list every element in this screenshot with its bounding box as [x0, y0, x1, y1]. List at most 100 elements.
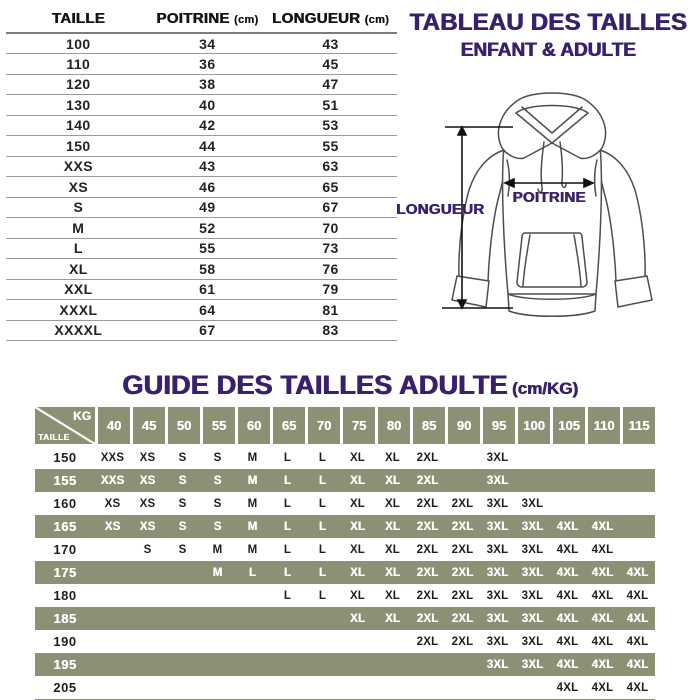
size-cell: 43 [264, 33, 397, 54]
guide-corner-cell: KG TAILLE [35, 407, 95, 444]
guide-size-cell: 2XL [416, 543, 439, 556]
size-table-row: 130 40 51 [6, 94, 397, 116]
guide-empty-cell [305, 607, 340, 630]
guide-size-cell: XL [349, 543, 366, 556]
guide-size-cell: XXS [100, 451, 125, 464]
size-table-header-longueur: LONGUEUR (cm) [264, 8, 397, 34]
size-table: TAILLE POITRINE (cm) LONGUEUR (cm) 100 34… [6, 8, 397, 341]
guide-empty-cell [130, 630, 165, 653]
weight-header-cell: 60 [235, 407, 270, 444]
guide-size-cell: 3XL [486, 566, 509, 579]
size-table-row: 100 34 43 [6, 33, 397, 54]
guide-empty-cell [515, 446, 550, 469]
hoodie-right-sleeve [597, 149, 646, 283]
header-unit: (cm) [364, 14, 390, 26]
guide-empty-cell [130, 676, 165, 699]
page-title-line1: TABLEAU DES TAILLES [409, 9, 687, 36]
guide-size-cell: L [318, 474, 327, 487]
guide-size-cell: 3XL [521, 566, 544, 579]
size-cell: 100 [6, 33, 151, 54]
weight-header-cell: 50 [165, 407, 200, 444]
weight-header-cell: 55 [200, 407, 235, 444]
guide-empty-cell [550, 469, 585, 492]
guide-size-cell: L [283, 566, 292, 579]
guide-row-175: 175 M L L L XL XL 2XL 2XL 3XL 3XL 4XL 4XL 4XL [35, 561, 655, 584]
guide-empty-cell [270, 653, 305, 676]
guide-empty-cell [165, 676, 200, 699]
guide-size-cell: 3XL [521, 612, 544, 625]
guide-empty-cell [95, 538, 130, 561]
size-cell: 43 [150, 156, 265, 177]
guide-size-cell: XL [349, 566, 366, 579]
header-label: LONGUEUR [271, 10, 361, 27]
size-table-row: XXL 61 79 [6, 279, 397, 300]
guide-empty-cell [550, 492, 585, 515]
guide-size-cell: 4XL [626, 635, 649, 648]
guide-row-160: 160 XS XS S S M L L XL XL 2XL 2XL 3XL 3XL [35, 492, 655, 515]
guide-size-cell: 2XL [416, 612, 439, 625]
hoodie-left-cuff [451, 275, 490, 308]
guide-size-cell: 4XL [626, 681, 649, 694]
guide-size-cell: XS [104, 497, 121, 510]
guide-size-cell: XL [384, 589, 401, 602]
guide-size-cell: S [213, 497, 222, 510]
size-cell: 83 [264, 320, 397, 341]
size-cell: S [6, 197, 151, 218]
size-cell: M [6, 217, 151, 239]
size-table-row: XXXL 64 81 [6, 299, 397, 321]
guide-empty-cell [95, 607, 130, 630]
guide-size-cell: 3XL [486, 658, 509, 671]
size-table-header-poitrine: POITRINE (cm) [150, 8, 265, 34]
guide-size-cell: L [283, 589, 292, 602]
weight-header-cell: 90 [445, 407, 480, 444]
guide-empty-cell [550, 446, 585, 469]
size-table-row: S 49 67 [6, 197, 397, 218]
guide-size-cell: S [213, 451, 222, 464]
corner-diagonal-line [35, 407, 95, 444]
guide-size-cell: L [283, 543, 292, 556]
guide-empty-cell [165, 584, 200, 607]
guide-size-cell: XS [139, 497, 156, 510]
guide-row-185: 185 XL XL 2XL 2XL 3XL 3XL 4XL 4XL 4XL [35, 607, 655, 630]
guide-size-cell: XL [349, 497, 366, 510]
size-cell: 53 [264, 115, 397, 136]
corner-taille-label: TAILLE [38, 432, 70, 442]
guide-title-suffix: (cm/KG) [511, 379, 578, 398]
guide-row-165: 165 XS XS S S M L L XL XL 2XL 2XL 3XL 3XL 4XL 4XL [35, 515, 655, 538]
guide-row-150: 150 XXS XS S S M L L XL XL 2XL 3XL [35, 446, 655, 469]
guide-size-cell: XL [384, 612, 401, 625]
guide-empty-cell [165, 653, 200, 676]
guide-size-cell: 3XL [521, 635, 544, 648]
guide-size-cell: 3XL [486, 612, 509, 625]
guide-size-cell: 2XL [416, 451, 439, 464]
guide-size-cell: 2XL [416, 520, 439, 533]
guide-row-195: 195 3XL 3XL 4XL 4XL 4XL [35, 653, 655, 676]
guide-empty-cell [480, 676, 515, 699]
guide-empty-cell [305, 653, 340, 676]
guide-size-cell: L [283, 497, 292, 510]
size-cell: 67 [264, 197, 397, 218]
guide-empty-cell [340, 630, 375, 653]
guide-empty-cell [585, 469, 620, 492]
guide-size-cell: 4XL [556, 520, 579, 533]
size-cell: 44 [150, 135, 265, 157]
guide-size-cell: M [212, 543, 223, 556]
guide-empty-cell [95, 584, 130, 607]
weight-header-cell: 95 [480, 407, 515, 444]
corner-kg-label: KG [73, 409, 91, 423]
height-label-cell: 190 [53, 634, 77, 649]
height-label-cell: 205 [53, 680, 77, 695]
size-cell: 52 [150, 217, 265, 239]
guide-size-cell: L [318, 543, 327, 556]
hoodie-right-cuff [614, 275, 653, 308]
guide-size-cell: 2XL [451, 589, 474, 602]
guide-empty-cell [95, 561, 130, 584]
guide-size-cell: 2XL [416, 497, 439, 510]
guide-size-cell: S [178, 451, 187, 464]
guide-empty-cell [445, 446, 480, 469]
guide-size-cell: 4XL [556, 612, 579, 625]
guide-size-cell: 4XL [591, 589, 614, 602]
size-cell: XS [6, 176, 151, 198]
guide-size-cell: 4XL [591, 543, 614, 556]
weight-header-cell: 115 [620, 407, 655, 444]
